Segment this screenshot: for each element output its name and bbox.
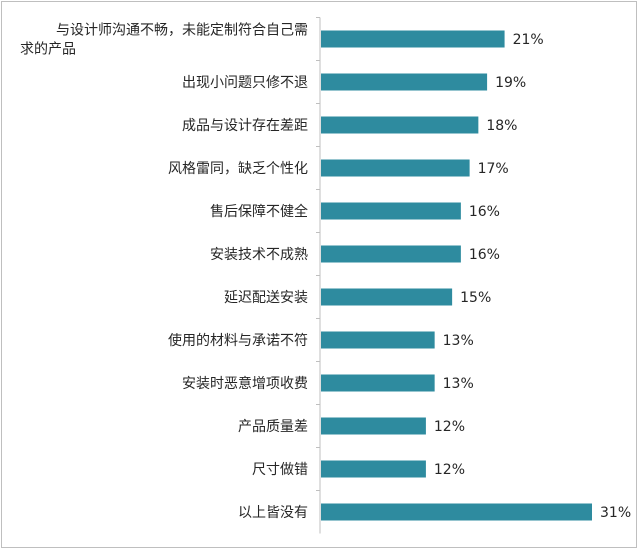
data-label: 16% <box>469 204 500 220</box>
bar <box>321 460 426 478</box>
bar <box>321 374 435 392</box>
data-label: 16% <box>469 247 500 263</box>
category-label: 与设计师沟通不畅，未能定制符合自己需求的产品 <box>20 23 308 58</box>
category-label: 售后保障不健全 <box>210 203 308 220</box>
bar <box>321 331 435 349</box>
labels-layer: 21% 与设计师沟通不畅，未能定制符合自己需求的产品 19% 出现小问题只修不退 18%… <box>20 23 631 522</box>
bar <box>321 159 470 177</box>
data-label: 21% <box>513 32 544 48</box>
bar <box>321 30 505 48</box>
bar <box>321 245 461 263</box>
category-label: 安装时恶意增项收费 <box>182 375 308 392</box>
data-label: 15% <box>460 290 491 306</box>
category-label-line: 与设计师沟通不畅，未能定制符合自己需 <box>56 23 308 39</box>
data-label: 13% <box>443 333 474 349</box>
data-label: 19% <box>495 75 526 91</box>
bar <box>321 288 453 306</box>
category-label: 尺寸做错 <box>252 462 308 478</box>
category-label: 延迟配送安装 <box>224 290 308 306</box>
bars-layer <box>321 30 592 521</box>
category-label: 以上皆没有 <box>238 505 308 521</box>
data-label: 17% <box>478 161 509 177</box>
bar <box>321 503 592 521</box>
data-label: 12% <box>434 462 465 478</box>
data-label: 31% <box>600 505 631 521</box>
category-label: 风格雷同，缺乏个性化 <box>168 161 308 177</box>
category-label: 产品质量差 <box>238 419 308 435</box>
category-label: 出现小问题只修不退 <box>182 75 308 91</box>
data-label: 13% <box>443 376 474 392</box>
axis-layer <box>316 17 321 534</box>
data-label: 18% <box>486 118 517 134</box>
bar <box>321 73 488 91</box>
data-label: 12% <box>434 419 465 435</box>
category-label: 安装技术不成熟 <box>210 247 308 263</box>
bar <box>321 417 426 435</box>
category-label: 成品与设计存在差距 <box>182 118 308 134</box>
bar <box>321 202 461 220</box>
bar <box>321 116 479 134</box>
category-label: 使用的材料与承诺不符 <box>168 332 308 349</box>
category-label-line: 求的产品 <box>20 42 76 58</box>
